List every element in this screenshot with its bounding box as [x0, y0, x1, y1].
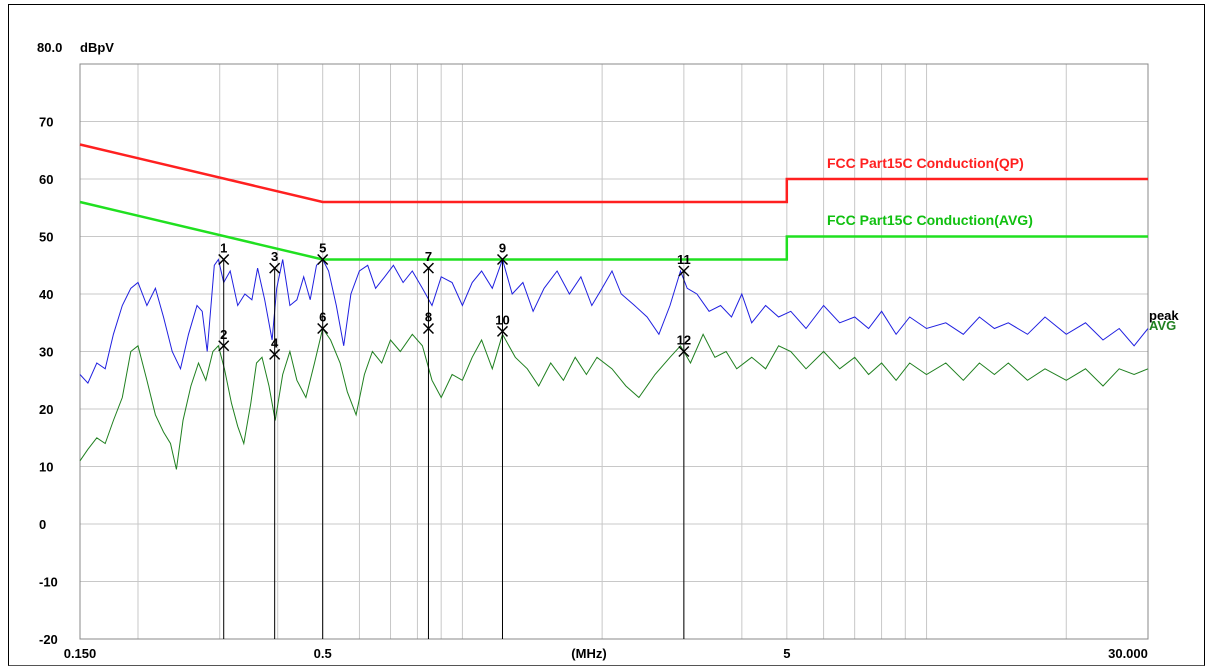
marker: 10 — [495, 312, 510, 337]
marker-x-stroke — [422, 322, 434, 335]
y-tick-label: 30 — [39, 345, 53, 360]
avg-series-line — [79, 327, 1149, 470]
marker-x-stroke — [496, 253, 509, 266]
marker: 5 — [317, 241, 329, 266]
marker-x-stroke — [218, 340, 230, 352]
avg-series-label: AVG — [1149, 318, 1176, 333]
avg-limit-label: FCC Part15C Conduction(AVG) — [827, 212, 1033, 228]
y-tick-label: 50 — [39, 230, 53, 245]
x-unit-label: (MHz) — [571, 646, 606, 661]
y-tick-label: -20 — [39, 632, 58, 647]
marker-x-stroke — [218, 253, 230, 266]
marker: 3 — [269, 249, 281, 274]
x-tick-label: 30.000 — [1108, 646, 1148, 661]
marker-label: 2 — [220, 327, 227, 342]
marker-label: 11 — [677, 252, 691, 267]
peak-series-line — [79, 257, 1149, 385]
marker-label: 5 — [319, 241, 326, 256]
limit-lines — [79, 143, 1148, 261]
marker-label: 1 — [220, 241, 227, 256]
emission-chart: 80.0 70 60 50 40 30 20 10 0 -10 -20 0.150 0.5 5 30.00… — [37, 40, 1179, 661]
peak-series-label: peak — [1149, 308, 1179, 323]
marker-x-stroke — [422, 262, 434, 274]
y-tick-label: 80.0 — [37, 40, 62, 55]
marker-x-stroke — [317, 253, 329, 266]
x-tick-label: 0.5 — [314, 646, 332, 661]
marker: 4 — [269, 335, 281, 360]
marker: 2 — [218, 327, 230, 352]
y-tick-labels: 80.0 70 60 50 40 30 20 10 0 -10 -20 — [37, 40, 62, 647]
marker: 1 — [218, 241, 230, 266]
plot-border — [79, 63, 1149, 640]
marker-label: 4 — [271, 335, 279, 350]
y-tick-label: 10 — [39, 460, 53, 475]
marker: 8 — [422, 310, 434, 335]
marker-label: 6 — [319, 310, 326, 325]
y-tick-label: 20 — [39, 402, 53, 417]
y-tick-label: 70 — [39, 115, 53, 130]
marker: 11 — [677, 252, 691, 277]
y-tick-label: -10 — [39, 575, 58, 590]
emission-chart-frame: 80.0 70 60 50 40 30 20 10 0 -10 -20 0.150 0.5 5 30.00… — [8, 4, 1205, 666]
marker: 7 — [422, 249, 434, 274]
marker-label: 3 — [271, 249, 278, 264]
marker-x-stroke — [496, 325, 509, 337]
line-labels: FCC Part15C Conduction(QP) FCC Part15C Co… — [827, 155, 1179, 333]
marker-x-stroke — [269, 348, 281, 360]
marker-x-stroke — [678, 345, 690, 358]
qp-limit-line — [79, 143, 1148, 204]
marker: 9 — [496, 241, 509, 266]
marker-x-stroke — [678, 265, 690, 277]
marker-label: 8 — [425, 310, 432, 325]
x-tick-labels: 0.150 0.5 5 30.000 — [64, 646, 1148, 661]
marker-x-stroke — [317, 322, 329, 335]
marker-label: 9 — [499, 241, 506, 256]
marker: 12 — [677, 333, 691, 358]
y-tick-label: 40 — [39, 287, 53, 302]
y-tick-label: 60 — [39, 172, 53, 187]
grid — [80, 64, 1148, 639]
marker-label: 12 — [677, 333, 691, 348]
y-unit-label: dBpV — [80, 40, 114, 55]
avg-limit-line — [79, 200, 1148, 261]
y-tick-label: 0 — [39, 517, 46, 532]
x-tick-label: 5 — [783, 646, 790, 661]
qp-limit-label: FCC Part15C Conduction(QP) — [827, 155, 1024, 171]
marker-label: 10 — [495, 312, 509, 327]
x-tick-label: 0.150 — [64, 646, 97, 661]
marker-x-stroke — [269, 262, 281, 274]
marker: 6 — [317, 310, 329, 335]
marker-label: 7 — [425, 249, 432, 264]
data-series — [79, 257, 1149, 470]
